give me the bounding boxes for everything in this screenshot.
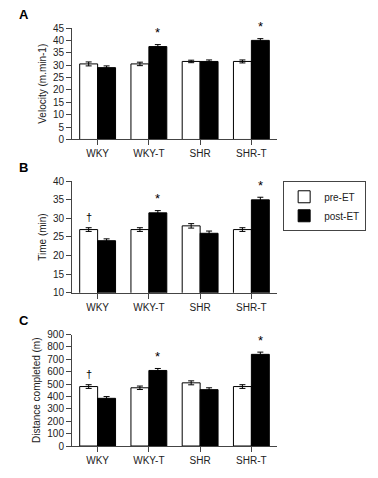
- svg-text:SHR-T: SHR-T: [236, 148, 267, 159]
- svg-text:*: *: [258, 19, 263, 34]
- svg-text:30: 30: [53, 213, 65, 224]
- svg-text:SHR: SHR: [190, 148, 211, 159]
- svg-text:30: 30: [53, 60, 65, 71]
- svg-text:45: 45: [53, 23, 65, 34]
- svg-text:post-ET: post-ET: [324, 211, 359, 222]
- svg-text:pre-ET: pre-ET: [324, 192, 355, 203]
- svg-text:700: 700: [47, 354, 64, 365]
- svg-text:0: 0: [58, 441, 64, 452]
- svg-text:A: A: [19, 7, 29, 22]
- svg-text:Velocity (m.min-1): Velocity (m.min-1): [37, 44, 48, 124]
- svg-text:25: 25: [53, 231, 65, 242]
- svg-text:Time (min): Time (min): [37, 213, 48, 260]
- svg-text:15: 15: [53, 269, 65, 280]
- svg-text:400: 400: [47, 391, 64, 402]
- svg-text:0: 0: [58, 134, 64, 145]
- svg-text:15: 15: [53, 97, 65, 108]
- svg-text:*: *: [258, 333, 263, 348]
- svg-text:40: 40: [53, 35, 65, 46]
- svg-text:800: 800: [47, 341, 64, 352]
- svg-text:†: †: [86, 211, 92, 223]
- svg-text:20: 20: [53, 84, 65, 95]
- svg-text:100: 100: [47, 428, 64, 439]
- svg-text:5: 5: [58, 122, 64, 133]
- svg-text:B: B: [19, 160, 28, 175]
- svg-text:40: 40: [53, 176, 65, 187]
- svg-text:*: *: [155, 191, 160, 206]
- svg-text:200: 200: [47, 416, 64, 427]
- svg-text:WKY: WKY: [86, 148, 109, 159]
- svg-text:10: 10: [53, 109, 65, 120]
- svg-text:WKY-T: WKY-T: [133, 302, 164, 313]
- svg-text:WKY: WKY: [86, 302, 109, 313]
- svg-text:25: 25: [53, 72, 65, 83]
- svg-text:WKY-T: WKY-T: [133, 455, 164, 466]
- svg-text:SHR-T: SHR-T: [236, 455, 267, 466]
- svg-text:35: 35: [53, 47, 65, 58]
- svg-text:35: 35: [53, 194, 65, 205]
- svg-text:500: 500: [47, 379, 64, 390]
- svg-text:SHR: SHR: [190, 302, 211, 313]
- svg-text:†: †: [86, 368, 92, 380]
- svg-text:900: 900: [47, 329, 64, 340]
- svg-text:20: 20: [53, 250, 65, 261]
- svg-text:SHR: SHR: [190, 455, 211, 466]
- svg-text:Distance completed (m): Distance completed (m): [31, 337, 42, 443]
- svg-text:C: C: [19, 313, 29, 328]
- svg-text:10: 10: [53, 287, 65, 298]
- svg-text:*: *: [155, 349, 160, 364]
- svg-text:600: 600: [47, 366, 64, 377]
- svg-text:SHR-T: SHR-T: [236, 302, 267, 313]
- svg-text:300: 300: [47, 403, 64, 414]
- svg-text:WKY-T: WKY-T: [133, 148, 164, 159]
- svg-text:*: *: [258, 178, 263, 193]
- svg-text:*: *: [155, 25, 160, 40]
- svg-text:WKY: WKY: [86, 455, 109, 466]
